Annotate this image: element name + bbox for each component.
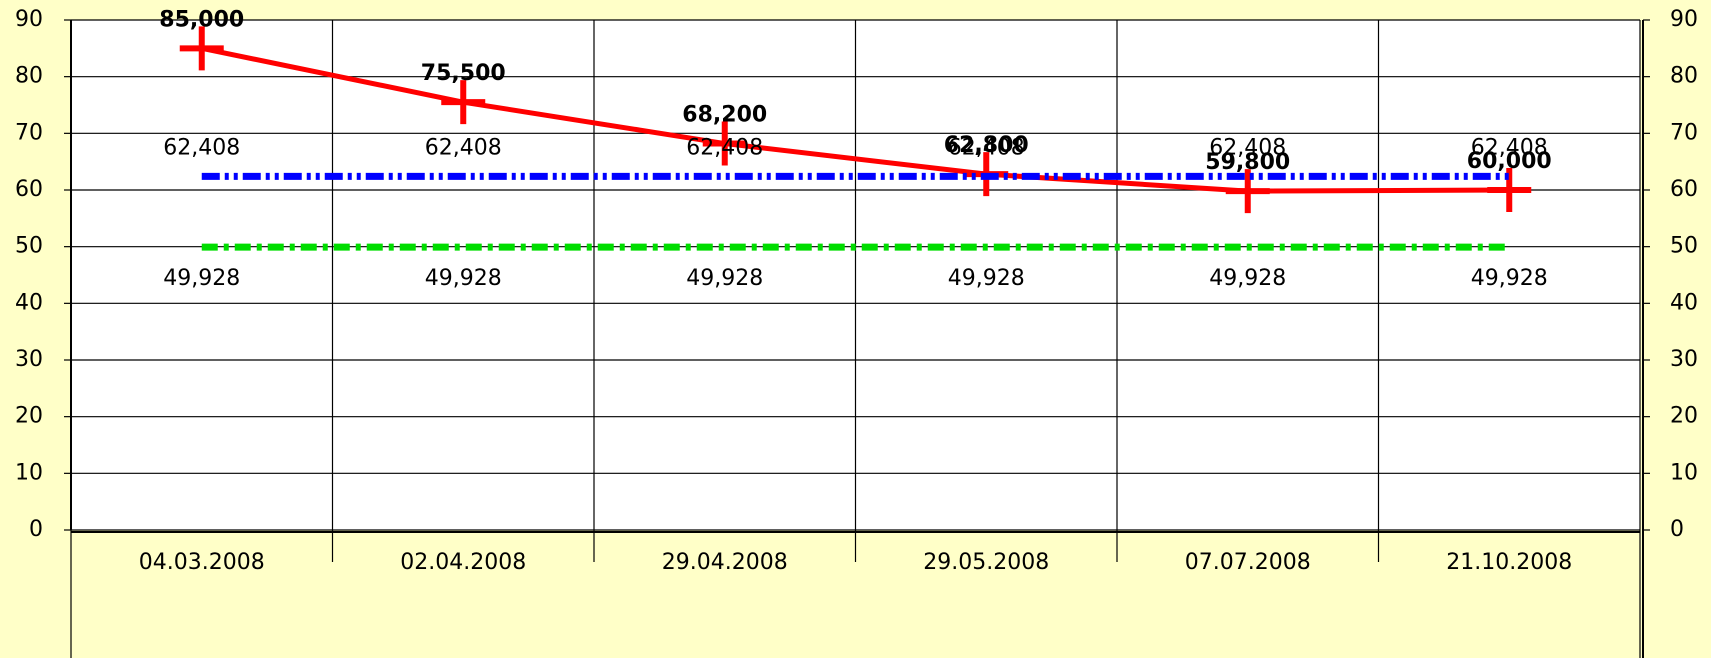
y-tick-label: 20 — [15, 404, 43, 429]
data-label: 49,928 — [948, 266, 1025, 291]
point-marker — [1487, 168, 1532, 212]
data-label: 62,408 — [686, 135, 763, 160]
y-tick-label: 70 — [15, 120, 43, 145]
y-tick-label: 10 — [15, 460, 43, 485]
data-label: 49,928 — [1209, 266, 1286, 291]
data-label: 49,928 — [1471, 266, 1548, 291]
y-tick-label: 90 — [15, 7, 43, 32]
y2-tick-label: 50 — [1670, 234, 1698, 259]
y-tick-label: 60 — [15, 177, 43, 202]
x-tick-label: 29.05.2008 — [923, 550, 1049, 575]
y2-tick-label: 20 — [1670, 404, 1698, 429]
y-tick-label: 50 — [15, 234, 43, 259]
data-label: 62,408 — [948, 135, 1025, 160]
x-tick-label: 29.04.2008 — [662, 550, 788, 575]
y2-tick-label: 30 — [1670, 347, 1698, 372]
y-tick-label: 40 — [15, 290, 43, 315]
data-label: 62,408 — [1209, 135, 1286, 160]
data-label: 62,408 — [1471, 135, 1548, 160]
data-label: 68,200 — [682, 103, 767, 128]
y2-tick-label: 80 — [1670, 64, 1698, 89]
y2-tick-label: 10 — [1670, 460, 1698, 485]
y2-tick-label: 40 — [1670, 290, 1698, 315]
x-tick-label: 21.10.2008 — [1446, 550, 1572, 575]
data-label: 49,928 — [686, 266, 763, 291]
point-marker — [702, 121, 747, 166]
y-tick-label: 30 — [15, 347, 43, 372]
y-tick-label: 0 — [29, 517, 43, 542]
data-label: 59,800 — [1205, 150, 1290, 175]
data-label: 62,408 — [163, 135, 240, 160]
data-label: 62,800 — [944, 133, 1029, 158]
point-marker — [1225, 169, 1270, 214]
data-label: 60,000 — [1467, 149, 1552, 174]
x-tick-label: 07.07.2008 — [1185, 550, 1311, 575]
data-label: 85,000 — [159, 7, 244, 32]
x-tick-label: 02.04.2008 — [400, 550, 526, 575]
point-marker — [179, 26, 224, 71]
x-tick-label: 04.03.2008 — [139, 550, 265, 575]
data-label: 62,408 — [425, 135, 502, 160]
y2-tick-label: 90 — [1670, 7, 1698, 32]
data-label: 75,500 — [421, 61, 506, 86]
point-marker — [441, 80, 486, 125]
y2-tick-label: 60 — [1670, 177, 1698, 202]
data-label: 49,928 — [163, 266, 240, 291]
y2-tick-label: 0 — [1670, 517, 1684, 542]
data-label: 49,928 — [425, 266, 502, 291]
y2-tick-label: 70 — [1670, 120, 1698, 145]
y-tick-label: 80 — [15, 64, 43, 89]
series-line — [201, 45, 1510, 194]
